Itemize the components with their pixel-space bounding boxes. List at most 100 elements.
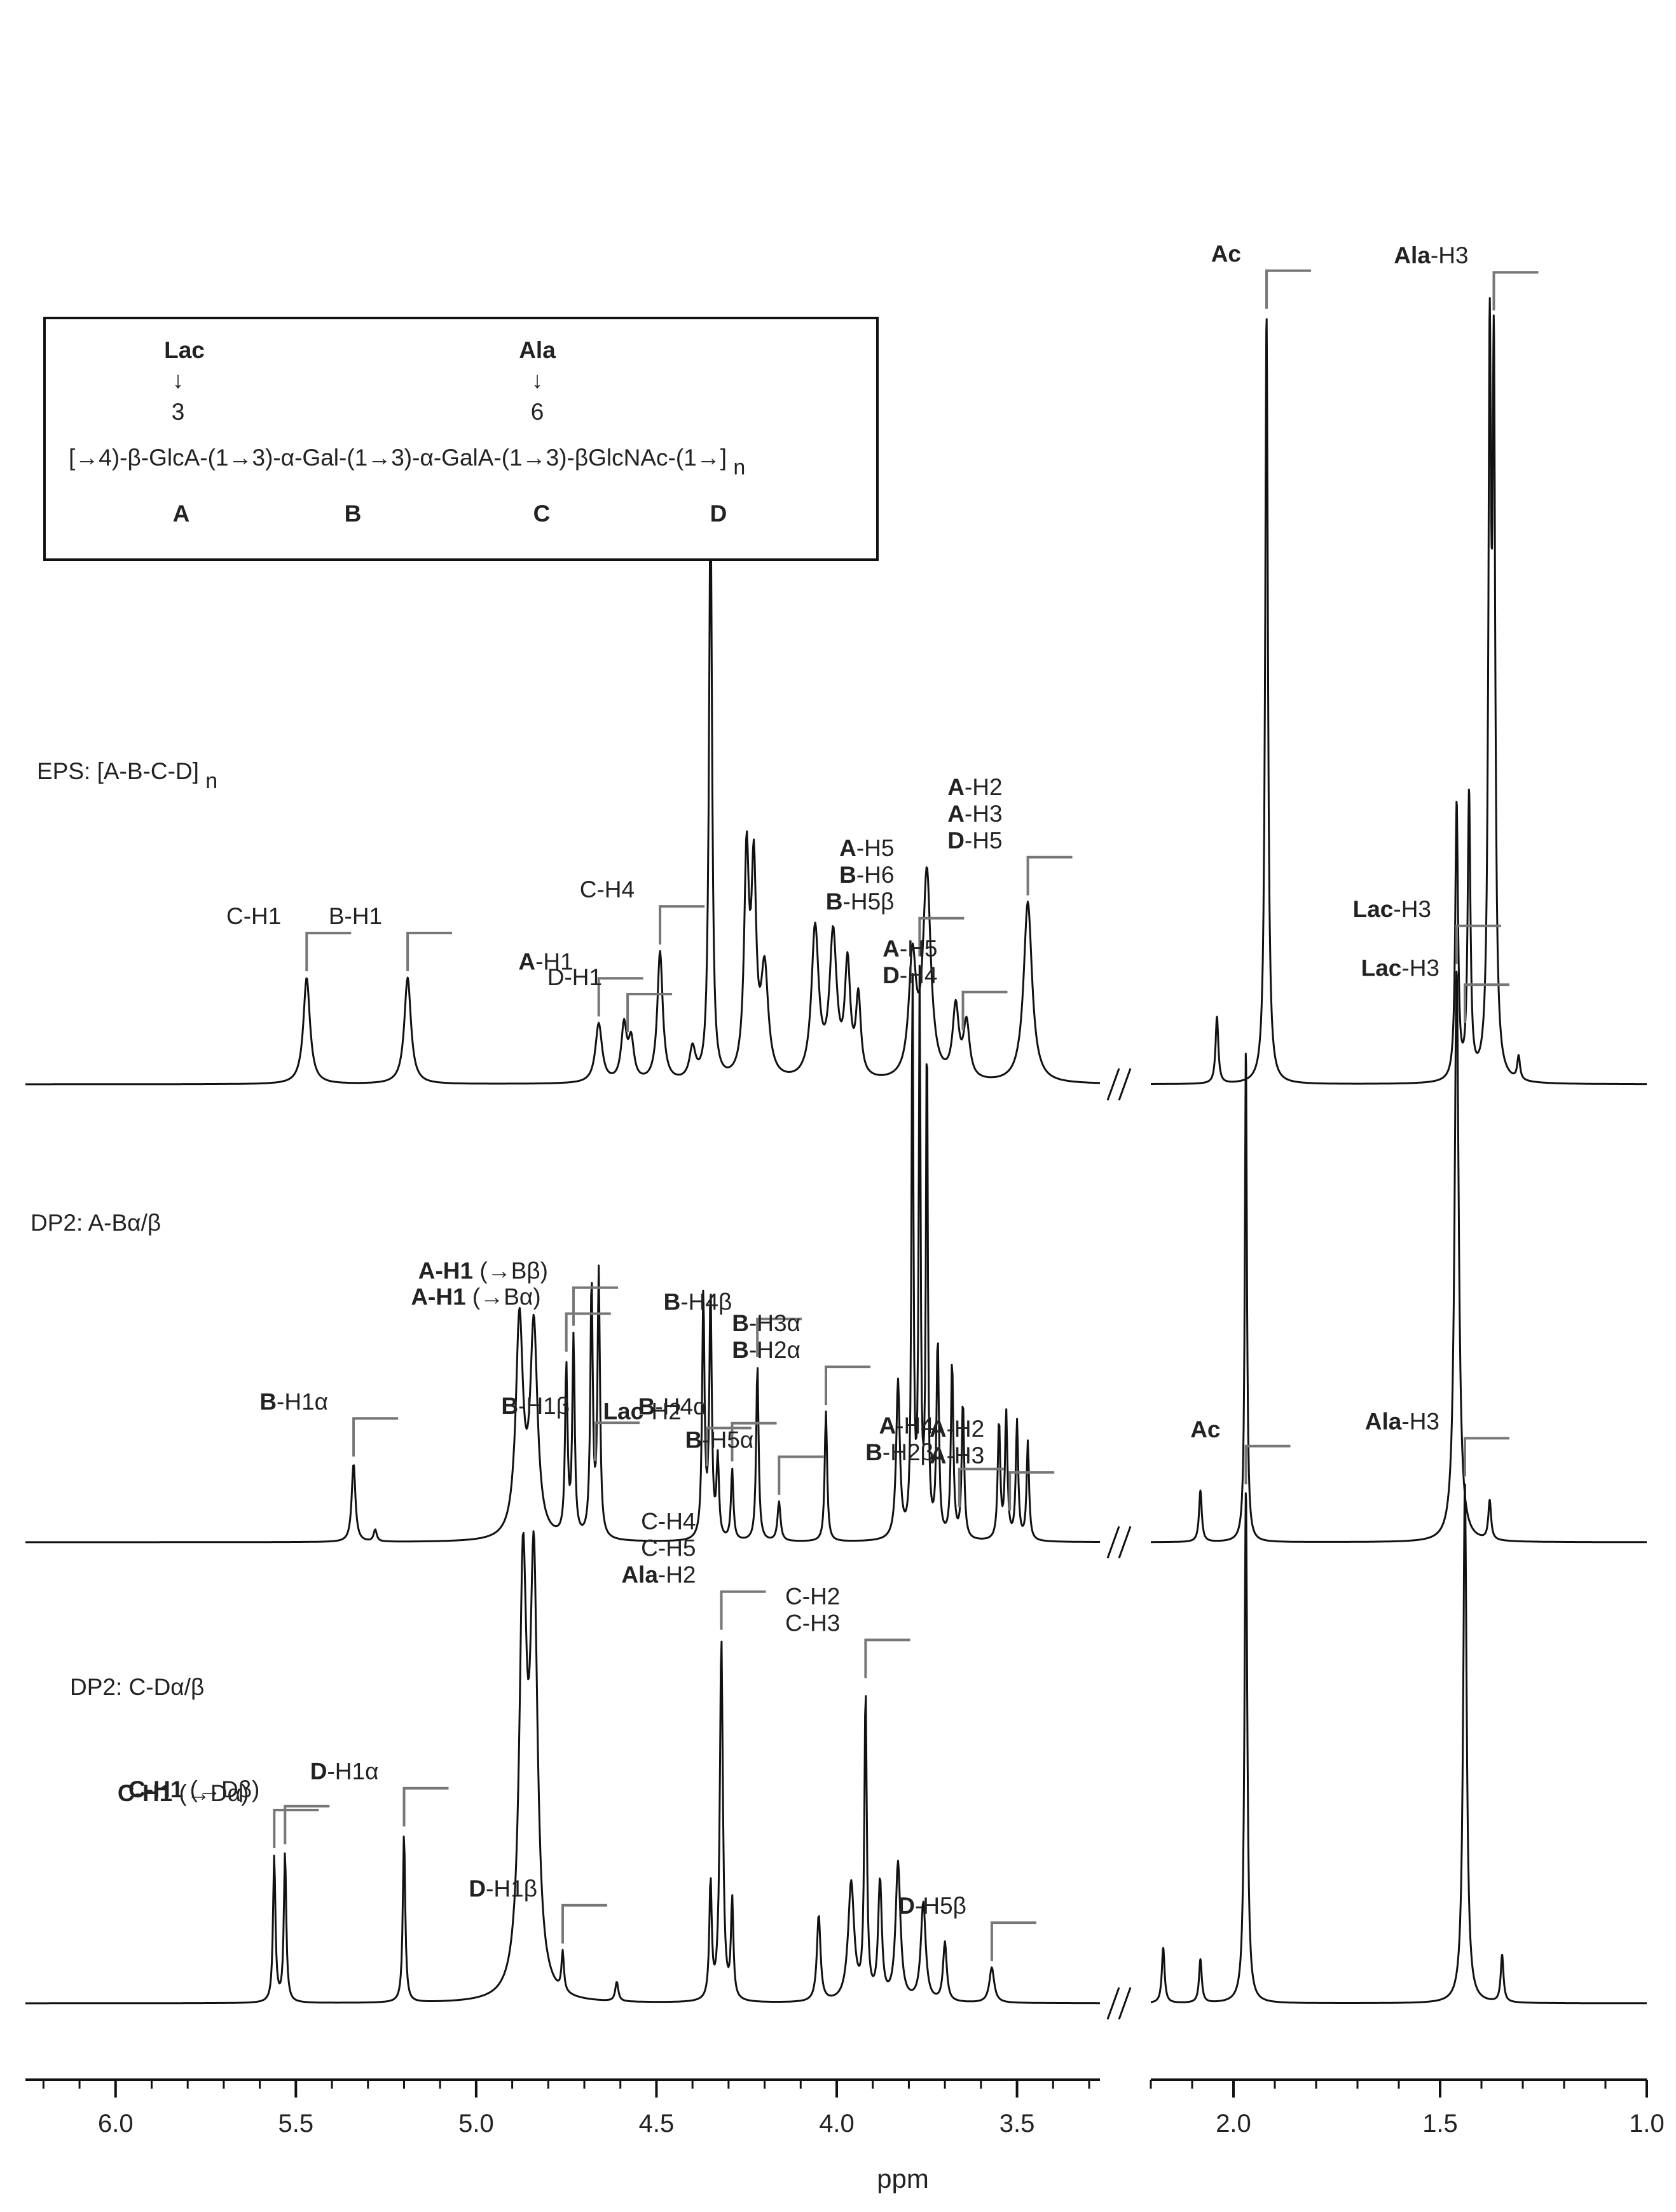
peak-label: Lac-H2: [603, 1398, 681, 1424]
peak-label: D-H1β: [469, 1876, 537, 1902]
residue-c: C: [533, 501, 551, 527]
spectrum-line-1-left: [25, 964, 1101, 1544]
peak-label-part: Ala: [1365, 1408, 1402, 1434]
series-label-eps-text: EPS: [A-B-C-D]: [37, 758, 199, 784]
structure-frame: [43, 317, 879, 561]
peak-label: Ac: [1211, 241, 1241, 267]
peak-label-part: -H6: [856, 862, 895, 888]
annotation-leader: [961, 990, 1008, 1030]
peak-label-part: Ac: [1211, 241, 1241, 267]
annotation-leader: [825, 1365, 870, 1406]
peak-label-part: C-H1: [226, 903, 281, 929]
annotation-leader: [305, 932, 352, 972]
annotation-leader: [273, 1809, 319, 1848]
peak-label: D-H4: [883, 962, 937, 988]
peak-label-part: B: [501, 1393, 518, 1419]
peak-label-part: B-H1: [329, 903, 382, 929]
peak-label-part: -H2: [658, 1562, 696, 1588]
peak-label-part: A: [930, 1416, 947, 1442]
peak-label: C-H4: [641, 1509, 696, 1535]
peak-label-part: C-H4: [580, 876, 635, 902]
annotation-leaders: [273, 269, 1539, 1961]
annotation-leader: [561, 1904, 607, 1944]
peak-label: C-H5: [641, 1535, 696, 1561]
peak-label-part: D: [947, 827, 965, 854]
annotation-leader: [1008, 1471, 1055, 1511]
peak-label: Ala-H3: [1394, 242, 1468, 268]
peak-label: B-H2α: [732, 1337, 800, 1363]
peak-label-part: D: [898, 1893, 915, 1919]
spectrum-line-2-right: [1150, 1483, 1647, 2005]
annotation-leader: [1455, 924, 1501, 964]
peak-label-part: -H2: [947, 1416, 985, 1442]
peak-label-part: -H5: [856, 835, 895, 861]
annotation-leader: [756, 1317, 802, 1357]
peak-label: C-H1 (→Dα): [118, 1780, 249, 1806]
peak-label-part: A: [947, 774, 965, 800]
peak-label-part: (→Bα): [466, 1284, 541, 1310]
axis-break-mark: [1106, 1068, 1120, 1101]
peak-label-part: C-H1: [128, 1776, 183, 1802]
peak-label-part: A: [947, 801, 965, 827]
annotation-leader: [284, 1804, 330, 1844]
peak-label-part: -H1β: [518, 1393, 570, 1419]
peak-label-part: B: [259, 1388, 277, 1414]
spectrum-line-1-right: [1150, 971, 1647, 1544]
peak-label-part: B: [865, 1439, 883, 1465]
peak-label-part: -H2β: [883, 1439, 934, 1465]
peak-label: C-H3: [785, 1610, 840, 1636]
peak-label: B-H1β: [501, 1393, 570, 1419]
peak-label-part: -H3: [1401, 1408, 1439, 1434]
peak-label: B-H1α: [259, 1388, 328, 1414]
peak-label-part: A: [879, 1413, 896, 1439]
series-label-dp2-cd: DP2: C-Dα/β: [70, 1674, 204, 1700]
peak-label: B-H4α: [638, 1393, 707, 1420]
peak-label-part: -H1β: [486, 1876, 537, 1902]
peak-label-part: -H2: [643, 1398, 682, 1424]
series-label-eps-subscript: n: [205, 769, 217, 793]
structure-sequence-subscript: n: [733, 455, 745, 480]
axis-break-mark: [1118, 1987, 1132, 2020]
peak-label: Ala-H3: [1365, 1408, 1439, 1434]
structure-inset: Lac ↓ 3 Ala ↓ 6 [→4)-β-GlcA-(1→3)-α-Gal-…: [43, 317, 879, 561]
substituent-lac-position: 3: [172, 399, 185, 425]
peak-label: Ala-H2: [621, 1562, 696, 1588]
structure-sequence: [→4)-β-GlcA-(1→3)-α-Gal-(1→3)-α-GalA-(1→…: [69, 445, 745, 480]
peak-label-part: -H1α: [277, 1388, 328, 1414]
spectrum-line-0-left: [25, 501, 1101, 1086]
peak-label: A-H1 (→Bα): [411, 1284, 540, 1310]
peak-label-part: -H3α: [749, 1310, 800, 1336]
peak-label-part: -H3: [947, 1442, 985, 1469]
peak-label: D-H1: [547, 964, 602, 990]
annotation-leader: [402, 1787, 449, 1827]
peak-label: B-H2β: [865, 1439, 934, 1465]
peak-label-part: A: [518, 948, 535, 974]
annotation-leader: [352, 1417, 399, 1457]
axis-break-mark: [1118, 1068, 1132, 1101]
annotation-leader: [1244, 1444, 1291, 1484]
axis-break-mark: [1118, 1526, 1132, 1559]
peak-label-part: (→Dα): [172, 1780, 249, 1806]
annotation-leader: [1265, 269, 1311, 309]
peak-label-part: D: [469, 1876, 486, 1902]
peak-label-part: Ac: [1190, 1416, 1220, 1442]
spectrum-line-2-left: [25, 1530, 1101, 2005]
x-tick-label: 1.0: [1629, 2110, 1665, 2138]
annotation-leader: [731, 1421, 777, 1462]
substituent-lac: Lac: [164, 337, 205, 363]
annotation-leader: [1464, 983, 1509, 1023]
peak-label-part: -H3: [1401, 955, 1439, 981]
annotation-leader: [778, 1455, 824, 1495]
substituent-ala: Ala: [519, 337, 556, 363]
peak-label: A-H1: [518, 948, 573, 974]
annotation-leader: [1464, 1437, 1509, 1477]
spectrum-traces: [25, 297, 1647, 2020]
peak-label: C-H4: [580, 876, 635, 902]
peak-label: Lac-H3: [1353, 896, 1431, 922]
peak-label: B-H5α: [685, 1427, 754, 1453]
substituent-ala-position: 6: [531, 399, 544, 425]
annotation-leader: [572, 1286, 618, 1326]
peak-label-part: -H5β: [915, 1893, 966, 1919]
spectrum-line-0-right: [1150, 297, 1647, 1086]
